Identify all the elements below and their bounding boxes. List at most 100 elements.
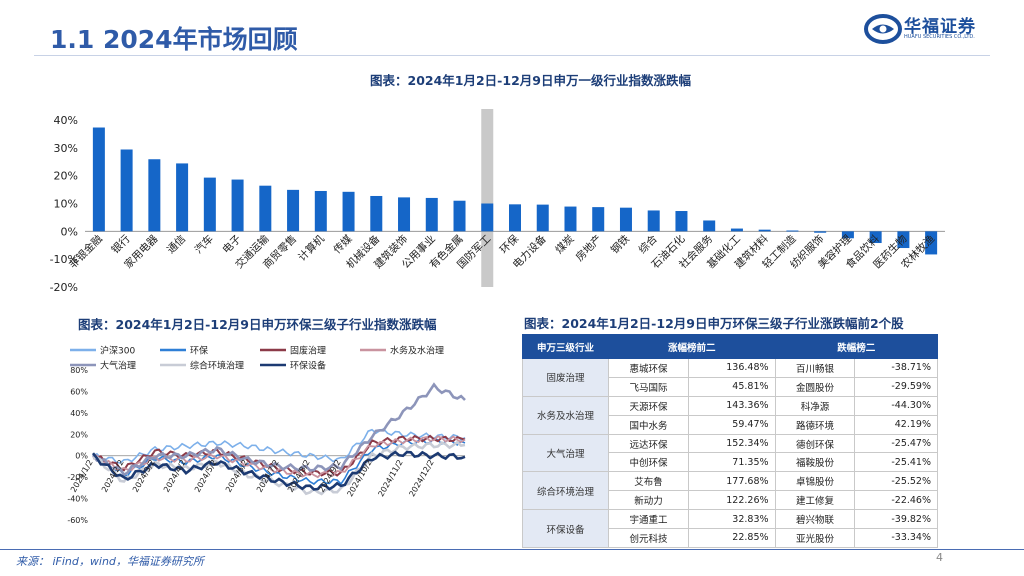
table-row: 大气治理 远达环保 152.34% 德创环保 -25.47% <box>522 433 938 473</box>
y-tick-label: -20% <box>67 473 88 482</box>
y-tick-label: 0% <box>61 225 78 238</box>
bar <box>536 204 549 232</box>
industry-cell: 固废治理 <box>522 358 609 397</box>
y-tick-label: 0% <box>75 452 88 461</box>
y-tick-label: -20% <box>50 281 78 294</box>
x-tick-label: 通信 <box>165 233 188 256</box>
x-tick-label: 综合 <box>636 232 660 256</box>
y-tick-label: -60% <box>67 516 88 525</box>
table-row: 综合环境治理 艾布鲁 177.68% 卓锦股份 -25.52% <box>522 471 938 511</box>
bar <box>730 228 743 232</box>
series-line <box>92 434 466 477</box>
industry-cell: 大气治理 <box>522 433 609 473</box>
up-name-cell: 远达环保 <box>608 433 689 454</box>
up-name-cell: 创元科技 <box>608 528 689 548</box>
y-tick-label: -40% <box>67 495 88 504</box>
source-note: 来源： iFind，wind，华福证券研究所 <box>16 555 204 568</box>
x-tick-label: 汽车 <box>192 232 216 256</box>
up-pct-cell: 71.35% <box>687 452 776 473</box>
header-losers: 跌幅榜二 <box>774 334 939 359</box>
logo-subtitle: HUAFU SECURITIES CO.,LTD. <box>904 34 975 40</box>
table-row: 环保设备 宇通重工 32.83% 碧兴物联 -39.82% <box>522 509 938 548</box>
bar <box>481 203 494 232</box>
bar <box>370 195 383 232</box>
down-pct-cell: -22.46% <box>854 490 938 511</box>
page-title: 1.1 2024年市场回顾 <box>50 25 298 54</box>
y-tick-label: 40% <box>54 114 78 127</box>
logo: 华福证券 HUAFU SECURITIES CO.,LTD. <box>864 10 1004 48</box>
bar <box>758 229 771 232</box>
legend-label: 综合环境治理 <box>190 360 244 372</box>
x-tick-label: 计算机 <box>295 232 327 264</box>
legend-label: 沪深300 <box>100 345 135 357</box>
series-line <box>91 382 466 477</box>
y-tick-label: 60% <box>70 387 88 396</box>
stock-ranking-table: 申万三级行业 涨幅榜前二 跌幅榜二 固废治理 惠城环保 136.48% 百川畅银 -38… <box>522 334 939 548</box>
bar <box>925 231 938 255</box>
series-line <box>92 440 466 496</box>
x-tick-label: 2024/12/2 <box>407 458 435 498</box>
down-name-cell: 碧兴物联 <box>774 509 856 530</box>
series-line <box>91 450 466 491</box>
y-tick-label: 20% <box>54 170 78 183</box>
down-pct-cell: -25.52% <box>854 471 938 492</box>
down-pct-cell: -29.59% <box>854 376 938 397</box>
bar <box>897 231 910 249</box>
down-pct-cell: -44.30% <box>854 395 938 416</box>
bar <box>176 163 189 232</box>
bar-chart-title: 图表：2024年1月2日-12月9日申万一级行业指数涨跌幅 <box>370 73 691 88</box>
down-name-cell: 卓锦股份 <box>774 471 856 492</box>
industry-cell: 水务及水治理 <box>522 395 609 435</box>
up-name-cell: 飞马国际 <box>608 376 689 397</box>
up-name-cell: 惠城环保 <box>608 358 689 378</box>
up-pct-cell: 22.85% <box>687 528 776 548</box>
page-number: 4 <box>936 551 943 564</box>
y-tick-label: 30% <box>54 142 78 155</box>
legend-label: 大气治理 <box>100 360 136 372</box>
footer-divider <box>0 549 1024 550</box>
header-industry: 申万三级行业 <box>522 334 609 359</box>
down-name-cell: 亚光股份 <box>774 528 856 548</box>
up-name-cell: 天源环保 <box>608 395 689 416</box>
up-name-cell: 新动力 <box>608 490 689 511</box>
logo-icon <box>864 14 902 44</box>
bar <box>120 149 133 232</box>
highlight-column <box>481 109 494 287</box>
up-pct-cell: 152.34% <box>687 433 776 454</box>
down-name-cell: 路德环境 <box>774 414 856 435</box>
x-tick-label: 传媒 <box>331 232 355 256</box>
bar <box>231 179 244 232</box>
up-name-cell: 中创环保 <box>608 452 689 473</box>
header-gainers: 涨幅榜前二 <box>608 334 776 359</box>
x-tick-label: 房地产 <box>573 232 604 263</box>
up-name-cell: 国中水务 <box>608 414 689 435</box>
bar <box>453 200 466 232</box>
bar <box>814 231 827 233</box>
bar <box>92 127 105 232</box>
table-row: 水务及水治理 天源环保 143.36% 科净源 -44.30% <box>522 395 938 435</box>
bar <box>841 231 854 239</box>
up-pct-cell: 136.48% <box>687 358 776 378</box>
bar <box>564 206 577 232</box>
legend-label: 水务及水治理 <box>390 345 444 357</box>
x-tick-label: 2024/11/2 <box>376 458 404 498</box>
y-tick-label: 40% <box>70 409 88 418</box>
legend-label: 环保 <box>190 345 208 357</box>
bar <box>398 197 411 232</box>
up-pct-cell: 143.36% <box>687 395 776 416</box>
bar <box>703 220 716 232</box>
up-pct-cell: 59.47% <box>687 414 776 435</box>
up-name-cell: 宇通重工 <box>608 509 689 530</box>
x-tick-label: 环保 <box>497 232 521 256</box>
down-name-cell: 科净源 <box>774 395 856 416</box>
y-tick-label: -10% <box>50 253 78 266</box>
logo-text: 华福证券 <box>904 17 976 37</box>
up-pct-cell: 177.68% <box>687 471 776 492</box>
x-tick-label: 银行 <box>109 232 133 256</box>
y-tick-label: 80% <box>70 366 88 375</box>
bar <box>647 210 660 232</box>
legend-label: 环保设备 <box>290 360 326 372</box>
